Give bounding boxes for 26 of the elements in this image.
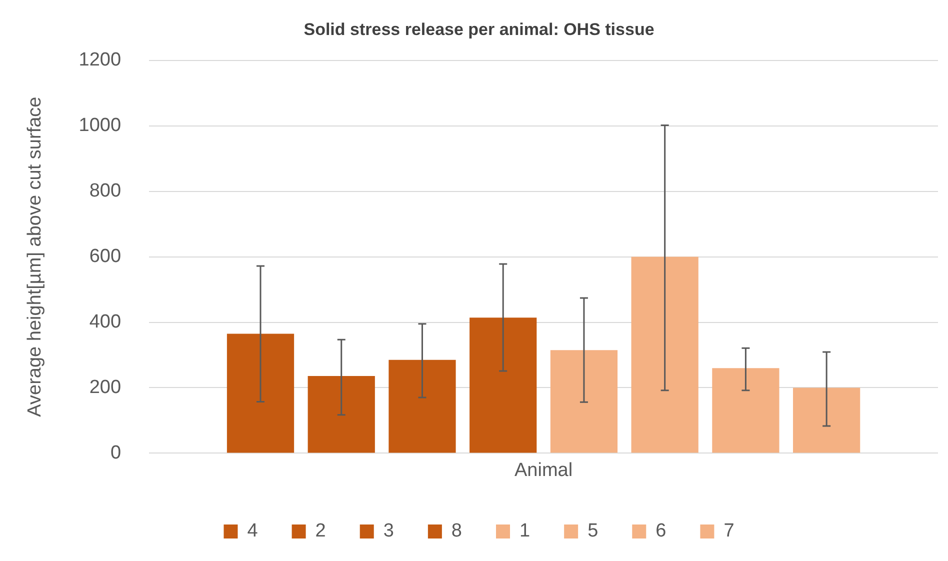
y-tick-label: 800 [89,180,122,202]
legend-label: 3 [383,520,394,542]
bar [793,388,860,453]
y-tick-label: 1000 [78,115,122,136]
bar [226,334,294,453]
bar [712,368,780,453]
legend-label: 4 [247,520,258,542]
bar [631,256,698,453]
bar [388,360,456,453]
y-tick-label: 1200 [78,50,122,71]
legend-label: 2 [315,520,326,542]
bar [470,318,537,453]
legend-label: 8 [451,520,462,542]
legend-label: 7 [724,520,734,542]
legend-label: 1 [520,520,530,542]
y-tick-label: 200 [89,376,122,398]
y-axis-title: Average height[µm] above cut surface [24,96,46,417]
bar [550,350,618,453]
y-tick-label: 0 [110,442,122,464]
y-tick-label: 400 [89,312,122,332]
chart-title: Solid stress release per animal: OHS tissue [304,20,654,39]
legend-label: 6 [656,520,666,542]
y-tick-label: 600 [89,246,122,268]
x-tick-label: Animal [514,460,573,481]
legend-label: 5 [588,520,598,542]
bar [308,376,375,453]
